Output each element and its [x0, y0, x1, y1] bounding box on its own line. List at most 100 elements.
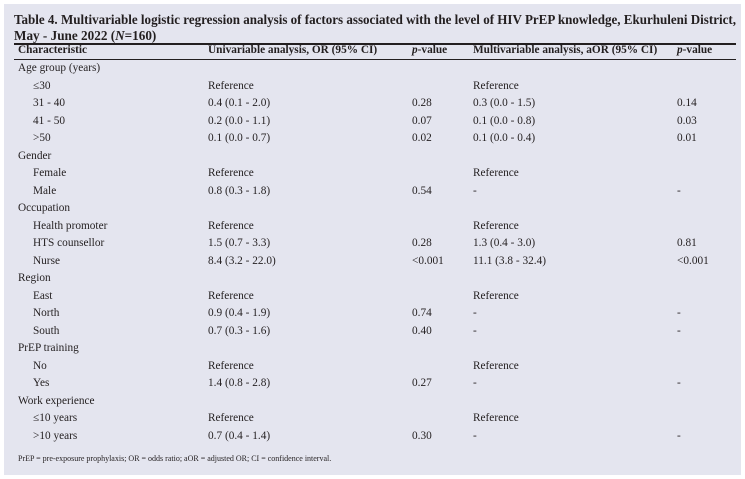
- header-characteristic: Characteristic: [18, 44, 88, 56]
- row-label: >50: [33, 132, 51, 144]
- row-label: 41 - 50: [33, 114, 66, 127]
- or-cell: 8.4 (3.2 - 22.0): [208, 254, 276, 267]
- p-value-cell: 0.54: [412, 184, 432, 197]
- footnote: PrEP = pre-exposure prophylaxis; OR = od…: [18, 454, 332, 463]
- title-n: N: [115, 27, 125, 43]
- table-row: >50 0.1 (0.0 - 0.7) 0.02 0.1 (0.0 - 0.4) 0.0…: [0, 130, 745, 147]
- p-value-cell: 0.28: [412, 237, 432, 249]
- aor-cell: 0.1 (0.0 - 0.4): [473, 132, 536, 144]
- header-multivariable: Multivariable analysis, aOR (95% CI): [473, 44, 658, 56]
- title-line-2-end: =160): [124, 27, 157, 43]
- adjusted-p-value-cell: 0.14: [677, 97, 697, 109]
- aor-cell: Reference: [473, 219, 519, 232]
- aor-cell: -: [473, 377, 477, 389]
- aor-cell: 11.1 (3.8 - 32.4): [473, 254, 546, 267]
- aor-cell: -: [473, 184, 477, 197]
- row-label: South: [33, 324, 60, 337]
- p-value-cell: 0.74: [412, 307, 432, 319]
- row-label: PrEP training: [18, 342, 79, 354]
- table-row: Female Reference Reference: [0, 165, 745, 182]
- table-row: 31 - 40 0.4 (0.1 - 2.0) 0.28 0.3 (0.0 - 1.5…: [0, 95, 745, 112]
- p-value-cell: 0.07: [412, 114, 432, 127]
- header-p-value-2: p-value: [677, 42, 712, 59]
- row-label: Age group (years): [18, 62, 101, 74]
- aor-cell: 0.1 (0.0 - 0.8): [473, 114, 536, 127]
- table-row: South 0.7 (0.3 - 1.6) 0.40 - -: [0, 323, 745, 340]
- p-rest: -value: [682, 44, 713, 56]
- adjusted-p-value-cell: -: [677, 184, 681, 197]
- header-p-value-1: p-value: [412, 42, 447, 59]
- adjusted-p-value-cell: 0.01: [677, 132, 697, 144]
- adjusted-p-value-cell: <0.001: [677, 254, 709, 267]
- aor-cell: Reference: [473, 167, 519, 179]
- or-cell: Reference: [208, 79, 254, 92]
- table-row: 41 - 50 0.2 (0.0 - 1.1) 0.07 0.1 (0.0 - 0.8…: [0, 113, 745, 130]
- row-label: Yes: [33, 377, 50, 389]
- row-label: North: [33, 307, 60, 319]
- header-univariable: Univariable analysis, OR (95% CI): [208, 44, 378, 56]
- adjusted-p-value-cell: -: [677, 429, 681, 442]
- group-row: Gender: [0, 148, 745, 165]
- adjusted-p-value-cell: -: [677, 377, 681, 389]
- or-cell: 0.4 (0.1 - 2.0): [208, 97, 271, 109]
- or-cell: 1.4 (0.8 - 2.8): [208, 377, 271, 389]
- aor-cell: Reference: [473, 289, 519, 302]
- table-row: ≤10 years Reference Reference: [0, 410, 745, 427]
- title-line-1: Table 4. Multivariable logistic regressi…: [14, 12, 736, 27]
- or-cell: Reference: [208, 359, 254, 372]
- row-label: Work experience: [18, 394, 95, 407]
- row-label: ≤10 years: [33, 412, 78, 424]
- adjusted-p-value-cell: 0.81: [677, 237, 697, 249]
- table-title: Table 4. Multivariable logistic regressi…: [14, 12, 736, 43]
- row-label: >10 years: [33, 429, 78, 442]
- p-italic: p: [677, 44, 683, 56]
- p-value-cell: 0.02: [412, 132, 432, 144]
- or-cell: Reference: [208, 219, 254, 232]
- aor-cell: Reference: [473, 412, 519, 424]
- header-bottom-rule: [14, 59, 736, 60]
- row-label: 31 - 40: [33, 97, 66, 109]
- table-container: [4, 4, 741, 475]
- p-italic: p: [412, 44, 418, 56]
- table-row: ≤30 Reference Reference: [0, 78, 745, 95]
- adjusted-p-value-cell: 0.03: [677, 114, 697, 127]
- title-line-2-start: May - June 2022 (: [14, 27, 116, 43]
- table-row: >10 years 0.7 (0.4 - 1.4) 0.30 - -: [0, 428, 745, 445]
- or-cell: 0.2 (0.0 - 1.1): [208, 114, 271, 127]
- aor-cell: -: [473, 429, 477, 442]
- p-value-cell: 0.30: [412, 429, 432, 442]
- adjusted-p-value-cell: -: [677, 324, 681, 337]
- table-row: Yes 1.4 (0.8 - 2.8) 0.27 - -: [0, 375, 745, 392]
- aor-cell: -: [473, 324, 477, 337]
- row-label: ≤30: [33, 79, 51, 92]
- adjusted-p-value-cell: -: [677, 307, 681, 319]
- table-row: Male 0.8 (0.3 - 1.8) 0.54 - -: [0, 183, 745, 200]
- aor-cell: -: [473, 307, 477, 319]
- header-row: Characteristic Univariable analysis, OR …: [0, 42, 745, 59]
- table-row: North 0.9 (0.4 - 1.9) 0.74 - -: [0, 305, 745, 322]
- aor-cell: 0.3 (0.0 - 1.5): [473, 97, 536, 109]
- group-row: Occupation: [0, 200, 745, 217]
- table-row: No Reference Reference: [0, 358, 745, 375]
- row-label: Region: [18, 272, 51, 284]
- group-row: PrEP training: [0, 340, 745, 357]
- aor-cell: Reference: [473, 359, 519, 372]
- row-label: HTS counsellor: [33, 237, 105, 249]
- or-cell: 0.9 (0.4 - 1.9): [208, 307, 271, 319]
- or-cell: 0.8 (0.3 - 1.8): [208, 184, 271, 197]
- row-label: Female: [33, 167, 67, 179]
- row-label: No: [33, 359, 47, 372]
- row-label: Occupation: [18, 202, 71, 214]
- row-label: Male: [33, 184, 57, 197]
- p-value-cell: 0.27: [412, 377, 432, 389]
- or-cell: 0.7 (0.3 - 1.6): [208, 324, 271, 337]
- or-cell: 0.7 (0.4 - 1.4): [208, 429, 271, 442]
- or-cell: Reference: [208, 289, 254, 302]
- table-row: HTS counsellor 1.5 (0.7 - 3.3) 0.28 1.3 (0.…: [0, 235, 745, 252]
- p-value-cell: 0.28: [412, 97, 432, 109]
- row-label: Nurse: [33, 254, 60, 267]
- group-row: Region: [0, 270, 745, 287]
- p-rest: -value: [417, 44, 448, 56]
- group-row: Age group (years): [0, 60, 745, 77]
- header-rule: [14, 43, 736, 45]
